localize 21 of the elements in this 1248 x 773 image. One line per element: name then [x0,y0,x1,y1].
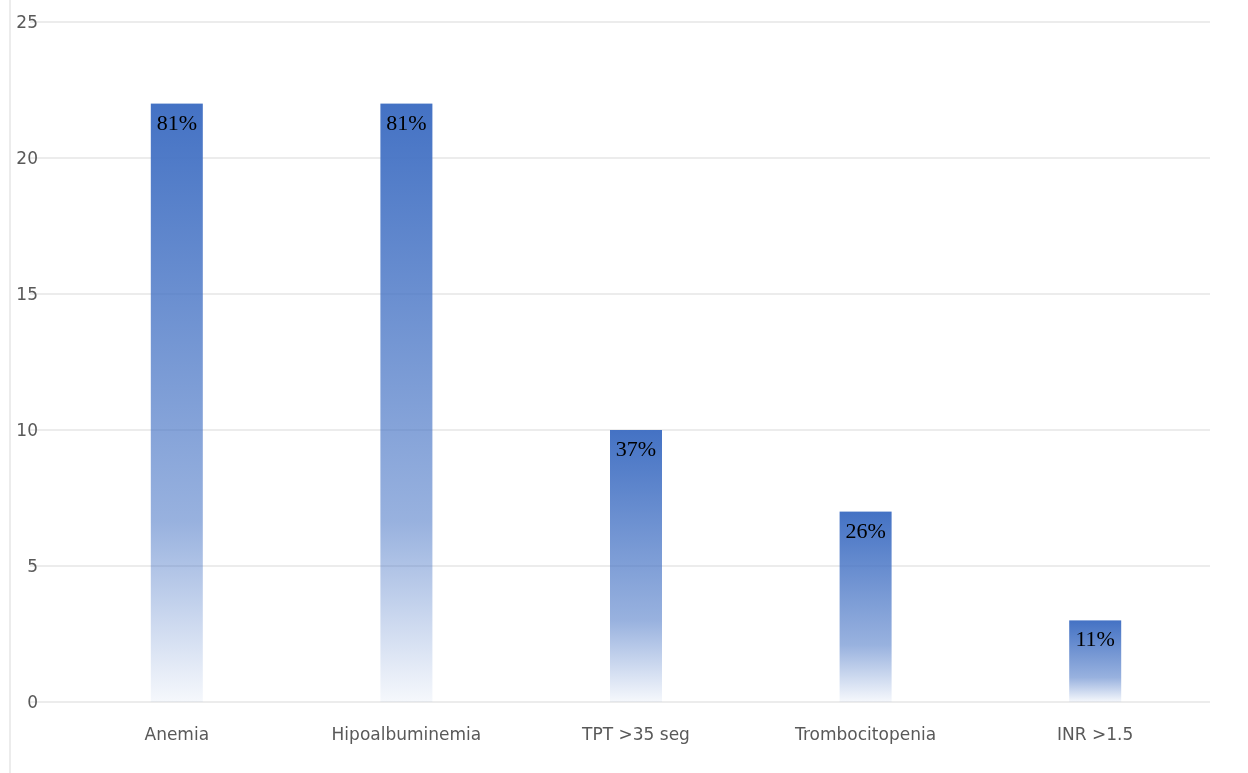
annotation: 81% [156,109,197,135]
bar [839,511,892,702]
y-tick-label: 0 [27,691,38,712]
y-tick-label: 25 [16,11,38,32]
x-tick-label: TPT >35 seg [581,724,690,744]
y-tick-label: 10 [16,419,38,440]
annotation: 81% [386,109,427,135]
bar [1069,620,1122,702]
y-tick-label: 5 [27,555,38,576]
x-tick-label: Trombocitopenia [794,724,937,744]
bar [380,103,433,702]
x-tick-label: INR >1.5 [1057,724,1134,744]
bar [610,430,662,702]
annotation: 37% [615,436,657,461]
y-tick-label: 15 [16,283,38,304]
bar [150,103,203,702]
annotation: 26% [845,517,886,543]
annotation: 11% [1075,626,1115,652]
x-tick-label: Anemia [144,724,210,744]
y-tick-label: 20 [16,147,38,168]
x-tick-label: Hipoalbuminemia [331,724,482,744]
